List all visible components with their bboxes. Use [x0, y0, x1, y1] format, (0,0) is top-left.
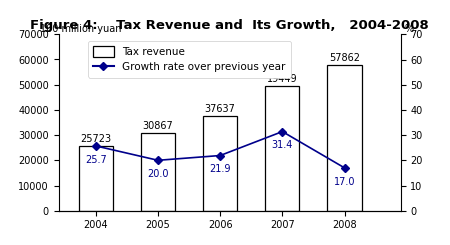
Title: Figure 4:    Tax Revenue and  Its Growth,   2004-2008: Figure 4: Tax Revenue and Its Growth, 20…	[30, 19, 429, 32]
Bar	[265, 86, 299, 211]
Text: 25723: 25723	[80, 134, 111, 144]
Bar	[79, 146, 113, 211]
Text: 100 million yuan: 100 million yuan	[40, 24, 122, 35]
Text: 37637: 37637	[205, 104, 236, 114]
Bar	[328, 65, 362, 211]
Text: 31.4: 31.4	[272, 140, 293, 150]
Text: 25.7: 25.7	[85, 155, 107, 165]
Bar	[203, 116, 237, 211]
Text: 19449: 19449	[267, 74, 297, 84]
Bar	[141, 133, 175, 211]
Text: 20.0: 20.0	[147, 169, 169, 179]
Text: 21.9: 21.9	[209, 164, 231, 174]
Text: 57862: 57862	[329, 53, 360, 63]
Legend: Tax revenue, Growth rate over previous year: Tax revenue, Growth rate over previous y…	[88, 41, 291, 78]
Text: %: %	[405, 24, 414, 35]
Text: 17.0: 17.0	[334, 177, 356, 187]
Text: 30867: 30867	[143, 121, 173, 131]
